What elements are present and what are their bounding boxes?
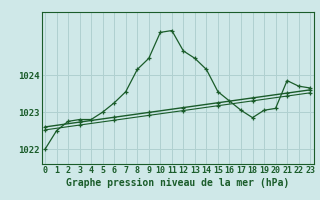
X-axis label: Graphe pression niveau de la mer (hPa): Graphe pression niveau de la mer (hPa) [66, 178, 289, 188]
